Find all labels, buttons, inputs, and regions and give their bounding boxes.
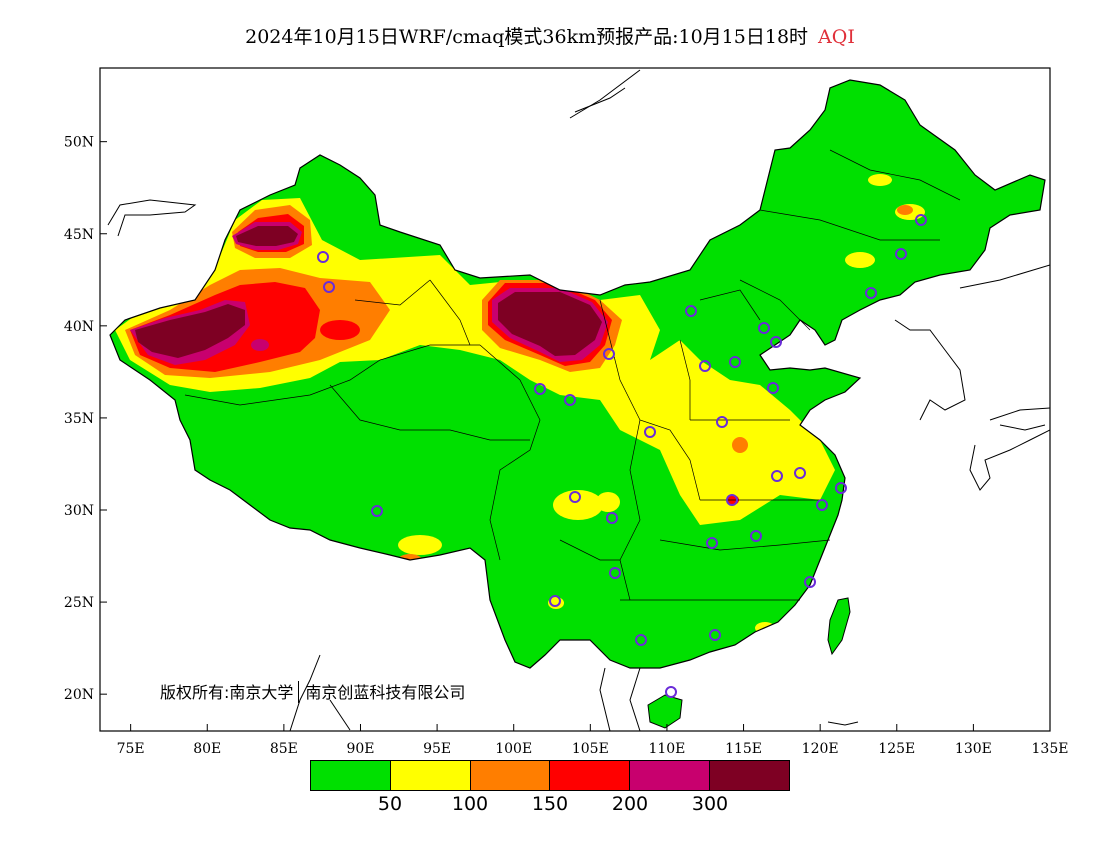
map-content <box>107 69 1050 731</box>
lon-tick-label: 130E <box>955 741 992 757</box>
station-marker <box>804 576 816 588</box>
legend-swatch <box>470 761 551 790</box>
station-marker <box>644 426 656 438</box>
station-marker <box>706 537 718 549</box>
station-marker <box>729 356 741 368</box>
lon-tick-label: 95E <box>423 741 451 757</box>
station-marker <box>758 322 770 334</box>
lat-tick-label: 40N <box>64 319 94 335</box>
legend-label: 50 <box>377 793 403 815</box>
taiwan-island <box>827 597 851 656</box>
lon-tick-label: 80E <box>193 741 221 757</box>
copyright-text: 版权所有:南京大学 南京创蓝科技有限公司 <box>160 679 465 703</box>
lon-tick-label: 75E <box>117 741 145 757</box>
lon-tick-label: 115E <box>725 741 762 757</box>
lon-tick-label: 90E <box>346 741 374 757</box>
legend-swatch <box>710 761 789 790</box>
lon-tick-label: 105E <box>572 741 609 757</box>
station-marker <box>699 360 711 372</box>
legend-swatch <box>390 761 471 790</box>
station-marker <box>569 491 581 503</box>
lon-tick-label: 110E <box>648 741 685 757</box>
lon-axis: 75E 80E 85E 90E 95E 100E 105E 110E 115E 120E 125E 1… <box>117 724 1069 757</box>
station-marker <box>750 530 762 542</box>
station-marker <box>564 394 576 406</box>
hainan-island <box>647 694 683 729</box>
title-variable: AQI <box>818 26 855 48</box>
station-marker <box>767 382 779 394</box>
chart-title: 2024年10月15日WRF/cmaq模式36km预报产品:10月15日18时 A… <box>0 22 1100 49</box>
lat-tick-label: 45N <box>64 227 94 243</box>
lat-tick-label: 30N <box>64 503 94 519</box>
lon-tick-label: 125E <box>878 741 915 757</box>
legend-swatch <box>311 761 391 790</box>
province-borders <box>184 149 961 601</box>
station-marker <box>835 482 847 494</box>
station-marker <box>371 505 383 517</box>
station-marker <box>635 634 647 646</box>
aqi-band-maroon <box>135 226 602 358</box>
lon-tick-label: 100E <box>495 741 532 757</box>
lon-tick-label: 135E <box>1032 741 1069 757</box>
station-marker <box>317 251 329 263</box>
station-marker <box>771 470 783 482</box>
map-frame <box>99 67 1051 732</box>
station-marker <box>609 567 621 579</box>
lat-tick-label: 20N <box>64 687 94 703</box>
station-marker <box>915 214 927 226</box>
lat-tick-label: 35N <box>64 411 94 427</box>
copyright-right: 南京创蓝科技有限公司 <box>305 683 466 702</box>
station-marker <box>603 348 615 360</box>
station-marker <box>665 686 677 698</box>
station-marker <box>323 281 335 293</box>
station-marker <box>816 499 828 511</box>
copyright-left: 版权所有:南京大学 <box>160 683 294 702</box>
legend-colorbar <box>310 760 790 791</box>
aqi-contours <box>115 174 925 634</box>
station-marker <box>716 416 728 428</box>
lat-axis: 20N 25N 30N 35N 40N 45N 50N <box>64 135 107 703</box>
station-markers <box>317 214 927 698</box>
copyright-separator <box>298 681 300 703</box>
station-marker <box>726 494 738 506</box>
station-marker <box>606 512 618 524</box>
lon-tick-label: 120E <box>802 741 839 757</box>
legend-label: 100 <box>451 793 489 815</box>
title-main: 2024年10月15日WRF/cmaq模式36km预报产品:10月15日18时 <box>245 26 809 48</box>
station-marker <box>770 336 782 348</box>
station-marker <box>865 287 877 299</box>
station-marker <box>794 467 806 479</box>
station-marker <box>709 629 721 641</box>
station-marker <box>685 305 697 317</box>
legend-label: 150 <box>531 793 569 815</box>
station-marker <box>549 595 561 607</box>
legend-label: 300 <box>691 793 729 815</box>
legend-swatch <box>550 761 631 790</box>
legend-swatch <box>630 761 711 790</box>
lat-tick-label: 25N <box>64 595 94 611</box>
neighbor-coastlines <box>107 69 1050 731</box>
lat-tick-label: 50N <box>64 135 94 151</box>
station-marker <box>895 248 907 260</box>
legend-label: 200 <box>611 793 649 815</box>
legend-labels: 50 100 150 200 300 <box>310 793 790 819</box>
lon-tick-label: 85E <box>270 741 298 757</box>
station-marker <box>534 383 546 395</box>
